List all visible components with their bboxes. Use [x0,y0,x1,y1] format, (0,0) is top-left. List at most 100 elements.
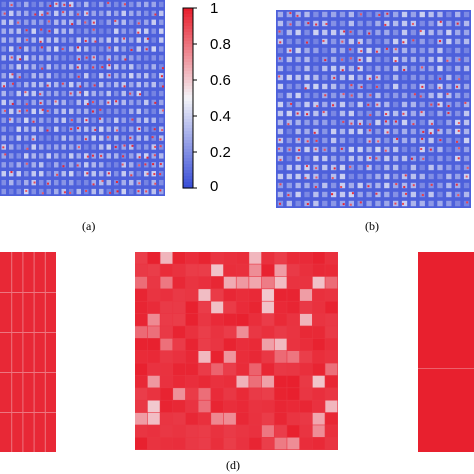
heatmap-3-cell [274,289,287,301]
heatmap-0-cell [138,127,141,130]
heatmap-0-cell [101,66,104,69]
heatmap-3-cell [261,363,274,376]
colorbar-segment [183,8,193,12]
heatmap-0-cell [9,90,14,97]
colorbar-segment [183,44,193,48]
heatmap-1-cell [357,155,363,162]
heatmap-3-cell [299,437,313,450]
heatmap-0-cell [9,19,14,25]
heatmap-1-cell [357,47,363,54]
heatmap-1-cell [315,139,318,142]
heatmap-1-cell [322,164,328,171]
heatmap-0-cell [76,81,81,88]
heatmap-3-cell [299,400,313,413]
heatmap-3-cell [249,412,262,425]
heatmap-1-cell [366,83,372,90]
heatmap-1-cell [378,13,381,16]
heatmap-0-cell [144,19,149,25]
heatmap-1-cell [437,155,443,162]
heatmap-1-cell [330,110,337,117]
heatmap-1-cell [428,47,434,54]
heatmap-1-cell [348,47,354,54]
heatmap-1-cell [375,128,381,135]
heatmap-1-cell [410,128,417,135]
heatmap-1-cell [393,29,399,36]
heatmap-1-cell [463,65,470,72]
heatmap-0-cell [84,21,87,24]
heatmap-0-cell [46,109,49,112]
heatmap-0-cell [77,75,80,78]
heatmap-1-cell [463,200,470,207]
heatmap-0-cell [41,67,44,70]
heatmap-1-cell [287,194,290,197]
heatmap-0-cell [46,108,51,115]
heatmap-1-cell [322,110,328,117]
heatmap-0-cell [9,188,14,195]
heatmap-0-cell [1,162,6,168]
heatmap-1-cell [305,165,308,168]
heatmap-1-cell [323,148,326,151]
heatmap-0-cell [1,135,6,141]
heatmap-0-cell [136,90,141,97]
heatmap-3-cell [236,351,249,363]
heatmap-3-cell [312,313,325,326]
heatmap-1-cell [357,137,363,144]
heatmap-0-cell [69,135,74,141]
heatmap-0-cell [16,81,21,88]
heatmap-1-cell [455,65,461,72]
heatmap-0-cell [123,144,126,147]
heatmap-1-cell [376,103,379,106]
heatmap-1-cell [339,20,346,27]
heatmap-0-cell [25,103,28,106]
colorbar-segment [183,152,193,156]
heatmap-1-cell [278,147,281,150]
heatmap-0-cell [84,46,89,52]
heatmap-1-cell [349,30,352,33]
heatmap-0-cell [1,55,6,61]
heatmap-3-cell [325,412,338,425]
heatmap-0-cell [39,101,42,104]
heatmap-3-cell [135,363,148,376]
heatmap-0-cell [24,90,29,97]
colorbar-segment [183,149,193,153]
heatmap-3-cell [135,313,148,326]
heatmap-1-cell [297,138,300,141]
heatmap-1-cell [348,173,354,180]
heatmap-0-cell [1,108,6,115]
heatmap-0-cell [1,28,6,34]
heatmap-1-cell [384,38,390,45]
heatmap-1-cell [405,192,408,195]
heatmap-0-cell [69,191,72,194]
heatmap-3-cell [274,252,287,264]
heatmap-1-cell [304,128,310,135]
heatmap-1-cell [393,11,399,18]
heatmap-0-cell [144,153,149,159]
heatmap-0-cell [99,144,104,150]
heatmap-1-cell [295,38,301,45]
heatmap-1-cell [286,128,292,135]
heatmap-1-cell [419,92,425,99]
heatmap-0-cell [151,73,156,79]
colorbar-segment [183,53,193,57]
panel-label-d: (d) [226,458,240,472]
heatmap-1-cell [446,182,452,189]
heatmap-3-cell [325,400,338,413]
heatmap-3-cell [223,412,236,425]
heatmap-3-cell [160,363,173,376]
heatmap-3-cell [135,400,148,413]
heatmap-1-cell [455,146,461,153]
colorbar-segment [183,104,193,108]
heatmap-1-cell [305,41,308,44]
heatmap-0-cell [84,19,89,25]
heatmap-0-cell [159,145,162,148]
heatmap-0-cell [121,163,124,166]
heatmap-0-cell [136,81,141,88]
heatmap-0-cell [16,10,21,17]
heatmap-1-cell [463,119,470,126]
heatmap-3-cell [299,264,313,277]
heatmap-0-cell [114,117,119,123]
heatmap-0-cell [54,81,59,88]
heatmap-3-cell [261,400,274,413]
heatmap-0-cell [129,153,134,159]
heatmap-0-cell [84,153,89,159]
